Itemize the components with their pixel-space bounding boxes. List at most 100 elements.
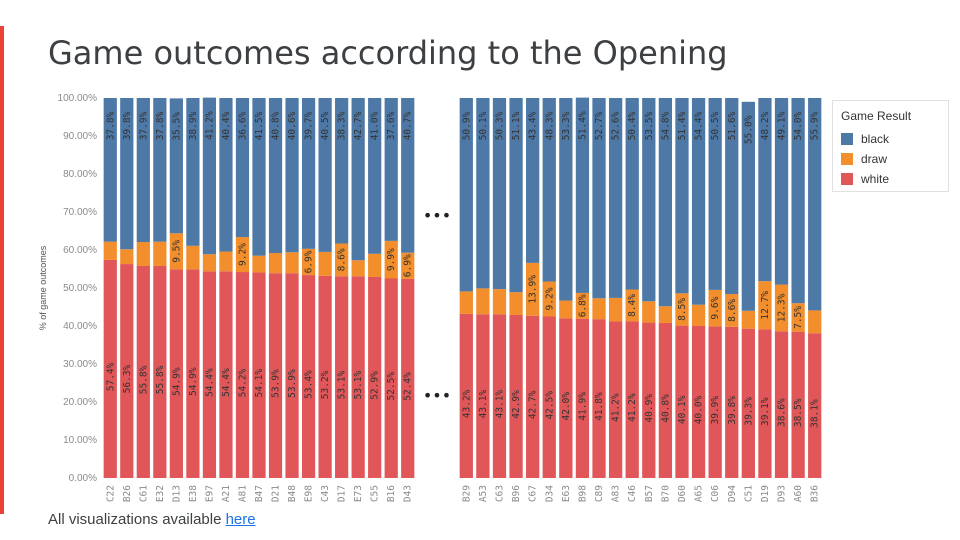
bar-white-E38 (186, 269, 200, 478)
y-tick-label: 10.00% (63, 435, 97, 446)
data-label-white-C55: 52.9% (370, 371, 381, 400)
bar-black-E98 (301, 98, 316, 249)
x-tick-label: B36 (810, 485, 821, 502)
data-label-black-A65: 54.4% (694, 111, 705, 140)
x-tick-label: B29 (461, 485, 472, 502)
x-tick-label: C61 (138, 485, 149, 502)
x-tick-label: B98 (577, 485, 588, 502)
bar-draw-A60 (791, 303, 805, 332)
data-label-white-B47: 54.1% (254, 369, 265, 398)
bar-draw-A53 (476, 288, 490, 315)
data-label-white-E38: 54.9% (188, 367, 199, 396)
bar-white-A21 (219, 271, 233, 478)
footer-link[interactable]: here (225, 511, 256, 528)
data-label-white-D94: 39.8% (727, 396, 738, 425)
bar-draw-B36 (808, 310, 822, 334)
bar-black-A60 (791, 98, 805, 304)
bar-black-E73 (351, 98, 365, 261)
data-label-black-C51: 55.0% (743, 115, 754, 144)
bar-white-D34 (542, 316, 556, 478)
accent-bar (0, 26, 4, 514)
bar-white-B16 (384, 278, 398, 478)
x-tick-label: A60 (793, 485, 804, 502)
data-label-white-B26: 56.3% (122, 364, 133, 393)
data-label-draw-D60: 8.5% (677, 298, 688, 321)
bar-white-C67 (526, 315, 540, 478)
data-label-white-B48: 53.9% (287, 369, 298, 398)
bar-black-B16 (384, 98, 398, 241)
data-label-white-D19: 39.1% (760, 397, 771, 426)
x-tick-label: A65 (694, 485, 705, 502)
x-tick-label: B26 (122, 485, 133, 502)
bar-black-A53 (476, 98, 490, 289)
legend-item-white[interactable]: white (841, 171, 889, 187)
x-tick-label: B47 (254, 485, 265, 502)
bar-black-B36 (808, 98, 822, 311)
bar-draw-D13 (169, 233, 183, 270)
x-tick-label: D13 (171, 485, 182, 502)
bar-white-C55 (368, 276, 382, 478)
data-label-white-D34: 42.5% (544, 391, 555, 420)
data-label-white-A65: 40.0% (694, 395, 705, 424)
bar-black-D60 (675, 98, 689, 294)
bar-white-B57 (642, 322, 656, 478)
x-tick-label: B70 (660, 485, 671, 502)
bar-black-B47 (252, 98, 266, 256)
data-label-draw-E98: 6.9% (304, 250, 315, 273)
bar-draw-C46 (625, 289, 639, 322)
bar-black-C67 (526, 98, 540, 263)
data-label-white-B57: 40.9% (644, 394, 655, 423)
data-label-white-C22: 57.4% (105, 362, 116, 391)
data-label-black-C46: 50.4% (627, 111, 638, 140)
data-label-black-B96: 51.1% (511, 111, 522, 140)
data-label-black-C22: 37.8% (105, 111, 116, 140)
legend-item-draw[interactable]: draw (841, 151, 887, 167)
data-label-white-D60: 40.1% (677, 395, 688, 424)
data-label-draw-C06: 9.6% (710, 296, 721, 319)
x-tick-label: E63 (561, 485, 572, 502)
x-tick-label: C67 (528, 485, 539, 502)
data-label-draw-D19: 12.7% (760, 291, 771, 320)
y-tick-label: 20.00% (63, 397, 97, 408)
data-label-black-E38: 38.9% (188, 111, 199, 140)
bar-black-B26 (120, 98, 134, 250)
data-label-white-B96: 42.9% (511, 390, 522, 419)
data-label-white-D17: 53.1% (337, 371, 348, 400)
bar-white-B29 (459, 313, 473, 478)
bar-white-A53 (476, 314, 490, 478)
x-tick-label: D60 (677, 485, 688, 502)
data-label-white-C51: 39.3% (743, 397, 754, 426)
data-label-white-C89: 41.8% (594, 392, 605, 421)
bar-black-B98 (575, 97, 590, 293)
bar-black-D34 (542, 98, 556, 282)
bar-draw-C63 (492, 289, 507, 315)
bar-white-A83 (608, 321, 623, 478)
data-label-black-C63: 50.3% (494, 111, 505, 140)
bar-black-C61 (136, 98, 150, 243)
x-tick-label: B57 (644, 485, 655, 502)
page-title: Game outcomes according to the Opening (48, 34, 728, 72)
data-label-white-A83: 41.2% (611, 393, 622, 422)
legend-label-black: black (861, 132, 890, 146)
x-tick-label: E73 (353, 485, 364, 502)
footer: All visualizations available here (48, 511, 256, 528)
x-tick-label: A81 (237, 485, 248, 502)
bar-draw-D60 (675, 293, 689, 326)
legend-item-black[interactable]: black (841, 131, 889, 147)
bar-draw-D34 (542, 281, 556, 317)
legend: Game Result black draw white (832, 100, 949, 192)
bar-white-D21 (268, 273, 283, 478)
bar-black-B48 (285, 98, 299, 253)
legend-title: Game Result (841, 109, 912, 123)
bar-white-A65 (691, 326, 706, 478)
bar-white-C89 (592, 319, 606, 478)
bar-black-D94 (725, 98, 739, 295)
bar-draw-C43 (318, 251, 332, 276)
bar-white-C61 (136, 265, 150, 478)
data-label-black-D21: 40.8% (271, 111, 282, 140)
data-label-black-C55: 41.0% (370, 111, 381, 140)
x-tick-label: E38 (188, 485, 199, 502)
ellipsis: ••• (423, 206, 451, 225)
legend-swatch-black (841, 133, 853, 145)
data-label-black-D43: 40.7% (403, 111, 414, 140)
